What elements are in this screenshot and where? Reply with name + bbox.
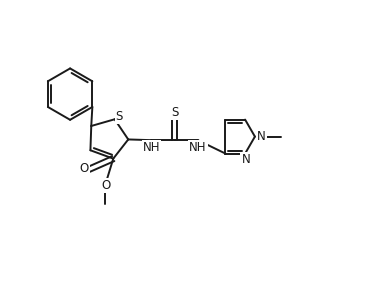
Text: N: N [257,130,266,143]
Text: N: N [241,153,250,166]
Text: NH: NH [143,141,160,154]
Text: NH: NH [189,141,207,154]
Text: S: S [116,110,123,123]
Text: S: S [171,106,178,119]
Text: O: O [80,162,89,175]
Text: O: O [101,179,110,192]
